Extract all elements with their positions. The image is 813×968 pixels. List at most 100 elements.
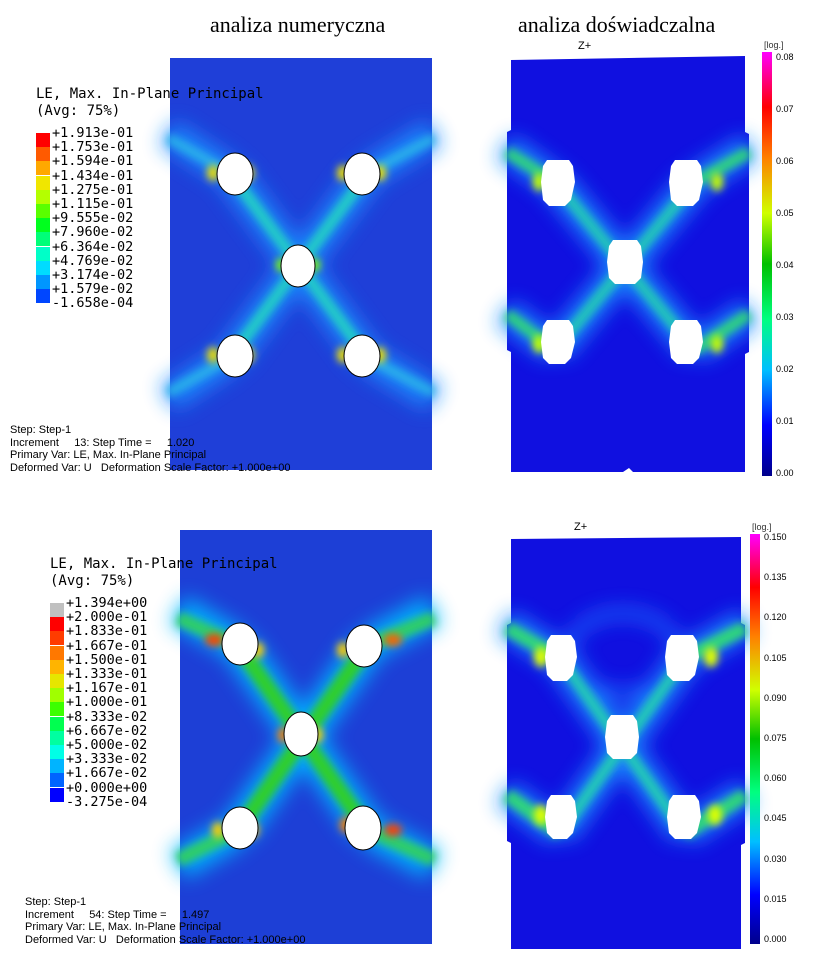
legend-value: +1.333e-01 (66, 666, 148, 682)
colorbar-tick-label: 0.00 (776, 468, 794, 478)
step-deformed-var: Deformed Var: U Deformation Scale Factor… (10, 461, 291, 474)
legend-swatch (36, 232, 50, 247)
legend-swatch (50, 617, 64, 632)
colorbar-tick-label: 0.135 (764, 572, 787, 583)
z-axis-label: Z+ (574, 521, 588, 533)
colorbar (762, 52, 772, 476)
legend-value: +6.667e-02 (66, 722, 148, 739)
colorbar-tick-label: 0.060 (764, 773, 787, 784)
legend-value: +9.555e-02 (52, 210, 134, 227)
legend-swatch (36, 260, 50, 275)
legend-value: +1.579e-02 (52, 281, 134, 298)
colorbar-tick-label: 0.06 (776, 156, 794, 166)
colorbar-tick-label: 0.030 (764, 853, 787, 864)
step-increment: Increment 13: Step Time = 1.020 (10, 436, 195, 449)
legend-title: LE, Max. In-Plane Principal (Avg: 75%) (36, 86, 264, 120)
step-info: Step: Step-1 Increment 54: Step Time = 1.… (25, 896, 305, 946)
legend-title-line2: (Avg: 75%) (50, 573, 135, 589)
colorbar-tick-label: 0.045 (764, 813, 787, 824)
legend-swatch (50, 730, 64, 745)
colorbar-tick-label: 0.105 (764, 652, 787, 663)
z-axis-label: Z+ (578, 40, 592, 52)
legend-swatch (50, 688, 64, 703)
specimen-holes (545, 635, 701, 839)
legend-swatch (50, 759, 64, 774)
specimen-holes (216, 152, 381, 378)
colorbar-unit: [log.] (764, 40, 784, 50)
legend-title-line1: LE, Max. In-Plane Principal (36, 86, 264, 102)
legend-value: +1.394e+00 (66, 595, 148, 611)
step-deformed-var: Deformed Var: U Deformation Scale Factor… (25, 933, 306, 946)
specimen-holes (541, 160, 703, 364)
legend-swatch (50, 631, 64, 646)
step-name: Step: Step-1 (10, 424, 72, 436)
legend-value: +1.000e-01 (66, 694, 148, 711)
colorbar-tick-label: 0.03 (776, 312, 794, 322)
colorbar-tick-label: 0.015 (764, 893, 787, 904)
legend-swatch (36, 189, 50, 204)
step-info: Step: Step-1 Increment 13: Step Time = 1.… (10, 424, 290, 474)
colorbar-tick-label: 0.150 (764, 532, 787, 542)
step-primary-var: Primary Var: LE, Max. In-Plane Principal (10, 449, 207, 461)
legend-value: +1.667e-02 (66, 765, 148, 782)
colorbar-tick-label: 0.02 (776, 364, 794, 374)
legend-swatch (36, 275, 50, 289)
colorbar-tick-label: 0.05 (776, 208, 794, 218)
legend-title-line2: (Avg: 75%) (36, 103, 121, 119)
legend-value: +1.115e-01 (52, 196, 134, 212)
legend-value: +7.960e-02 (52, 224, 134, 241)
numeric-strain-map-step54 (169, 530, 442, 944)
legend-value: +2.000e-01 (66, 609, 148, 626)
colorbar (750, 534, 760, 944)
legend-swatch (36, 147, 50, 162)
legend-value: +1.913e-01 (52, 125, 134, 141)
colorbar-tick-label: 0.01 (776, 416, 794, 426)
legend-swatch (50, 702, 64, 717)
legend-value: +3.174e-02 (52, 267, 134, 283)
colorbar-tick-label: 0.000 (764, 934, 787, 944)
legend-value: +1.753e-01 (52, 139, 134, 156)
legend-value: +1.434e-01 (52, 167, 134, 184)
legend-value: -3.275e-04 (66, 793, 148, 810)
legend-value: +1.500e-01 (66, 651, 148, 668)
experimental-strain-map-top (496, 56, 759, 472)
experimental-analysis-heading: analiza doświadczalna (518, 12, 716, 37)
legend-swatch (36, 204, 50, 218)
legend-swatch (36, 218, 50, 233)
colorbar-tick-label: 0.090 (764, 692, 787, 703)
numeric-analysis-heading: analiza numeryczna (210, 12, 386, 37)
legend-value: +6.364e-02 (52, 238, 134, 255)
legend-value: +3.333e-02 (66, 751, 148, 768)
colorbar-unit: [log.] (752, 522, 772, 532)
legend-swatch (50, 716, 64, 731)
legend-value: +4.769e-02 (52, 252, 134, 269)
legend-swatch (36, 289, 50, 304)
legend-swatch (36, 175, 50, 190)
colorbar-tick-label: 0.08 (776, 52, 794, 62)
colorbar-tick-label: 0.120 (764, 612, 787, 623)
specimen-holes (221, 622, 383, 851)
legend-swatch (36, 246, 50, 261)
legend-value: +1.833e-01 (66, 623, 148, 640)
legend-swatch (50, 603, 64, 617)
legend-swatch (50, 745, 64, 759)
legend-title: LE, Max. In-Plane Principal (Avg: 75%) (50, 556, 278, 590)
legend-value: +1.594e-01 (52, 153, 134, 170)
legend-value: +1.667e-01 (66, 637, 148, 654)
legend-value: +5.000e-02 (66, 737, 148, 753)
legend-swatch (50, 674, 64, 688)
colorbar-tick-label: 0.075 (764, 733, 787, 743)
legend-value: +0.000e+00 (66, 779, 148, 796)
legend-value: +8.333e-02 (66, 708, 148, 725)
legend-swatch (50, 659, 64, 674)
colorbar-tick-label: 0.04 (776, 260, 794, 270)
legend-value: +1.167e-01 (66, 680, 148, 697)
legend-swatch (36, 161, 50, 176)
step-primary-var: Primary Var: LE, Max. In-Plane Principal (25, 921, 222, 933)
legend-title-line1: LE, Max. In-Plane Principal (50, 556, 278, 572)
legend-swatch (50, 773, 64, 788)
legend-swatch (36, 133, 50, 147)
legend-value: +1.275e-01 (52, 181, 134, 198)
step-increment: Increment 54: Step Time = 1.497 (25, 908, 210, 921)
numeric-strain-map-step13 (160, 58, 442, 470)
